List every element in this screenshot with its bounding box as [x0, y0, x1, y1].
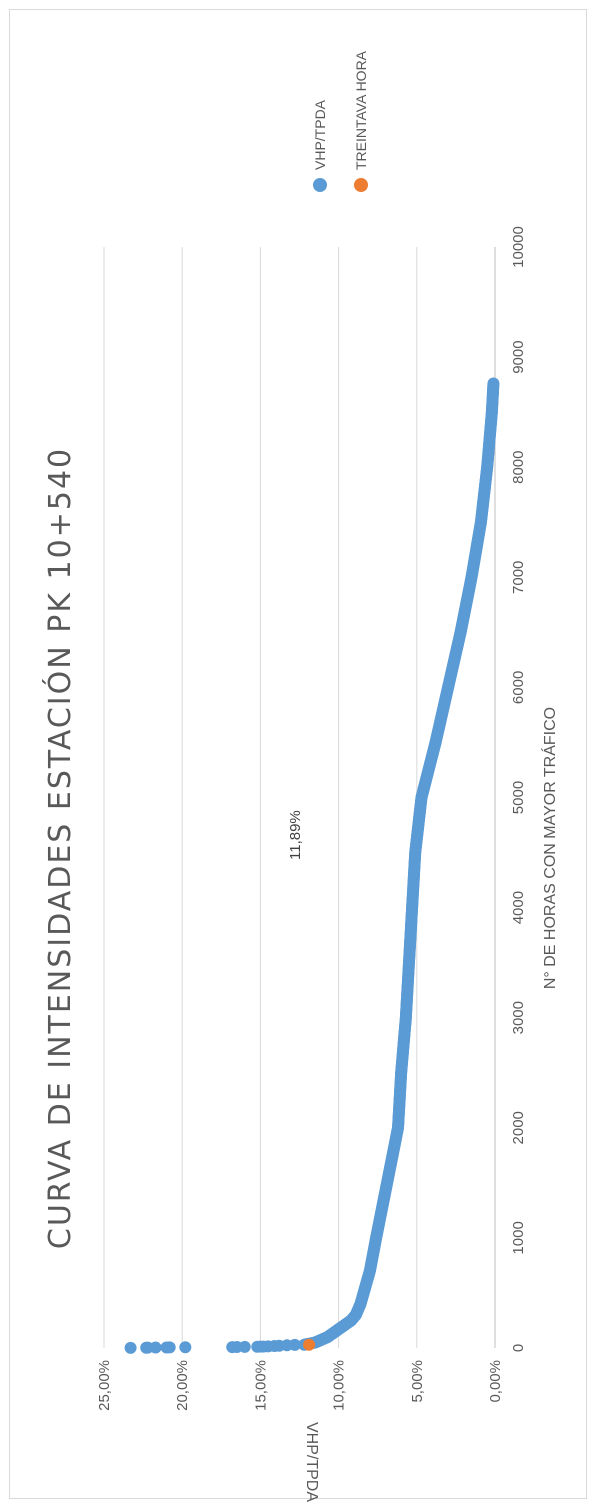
x-tick-label: 0 [510, 1344, 527, 1352]
data-point-treintava-hora [303, 1338, 316, 1351]
x-tick-label: 10000 [510, 226, 527, 268]
legend-marker-treintava-hora [354, 178, 368, 192]
x-tick-label: 2000 [510, 1111, 527, 1144]
x-tick-label: 4000 [510, 891, 527, 924]
x-tick-label: 3000 [510, 1001, 527, 1034]
data-label-treintava: 11,89% [287, 810, 304, 860]
data-point-vhp-tpda [238, 1340, 251, 1353]
legend-marker-vhp-tpda [313, 178, 327, 192]
x-tick-label: 5000 [510, 781, 527, 814]
x-tick-label: 8000 [510, 451, 527, 484]
data-point-vhp-tpda [487, 377, 500, 390]
y-tick-label: 5,00% [409, 1360, 426, 1403]
data-point-vhp-tpda [179, 1341, 192, 1354]
x-tick-label: 9000 [510, 340, 527, 373]
y-tick-label: 0,00% [487, 1360, 504, 1403]
y-tick-label: 15,00% [252, 1360, 269, 1411]
data-point-vhp-tpda [288, 1338, 301, 1351]
chart-frame [9, 9, 587, 1499]
data-point-vhp-tpda [163, 1341, 176, 1354]
legend: VHP/TPDA TREINTAVA HORA [312, 50, 369, 192]
legend-label-treintava-hora: TREINTAVA HORA [353, 50, 369, 170]
data-point-vhp-tpda [149, 1341, 162, 1354]
x-tick-label: 6000 [510, 671, 527, 704]
chart-title: CURVA DE INTENSIDADES ESTACIÓN PK 10+540 [41, 447, 78, 1249]
x-tick-label: 7000 [510, 561, 527, 594]
x-tick-label: 1000 [510, 1221, 527, 1254]
x-axis-label: N° DE HORAS CON MAYOR TRÁFICO [540, 707, 559, 989]
y-axis-label: VHP/TPDA [303, 1422, 320, 1502]
data-point-vhp-tpda [124, 1341, 137, 1354]
legend-label-vhp-tpda: VHP/TPDA [312, 99, 328, 170]
y-tick-label: 20,00% [174, 1360, 191, 1411]
y-tick-label: 10,00% [331, 1360, 348, 1411]
y-tick-label: 25,00% [96, 1360, 113, 1411]
